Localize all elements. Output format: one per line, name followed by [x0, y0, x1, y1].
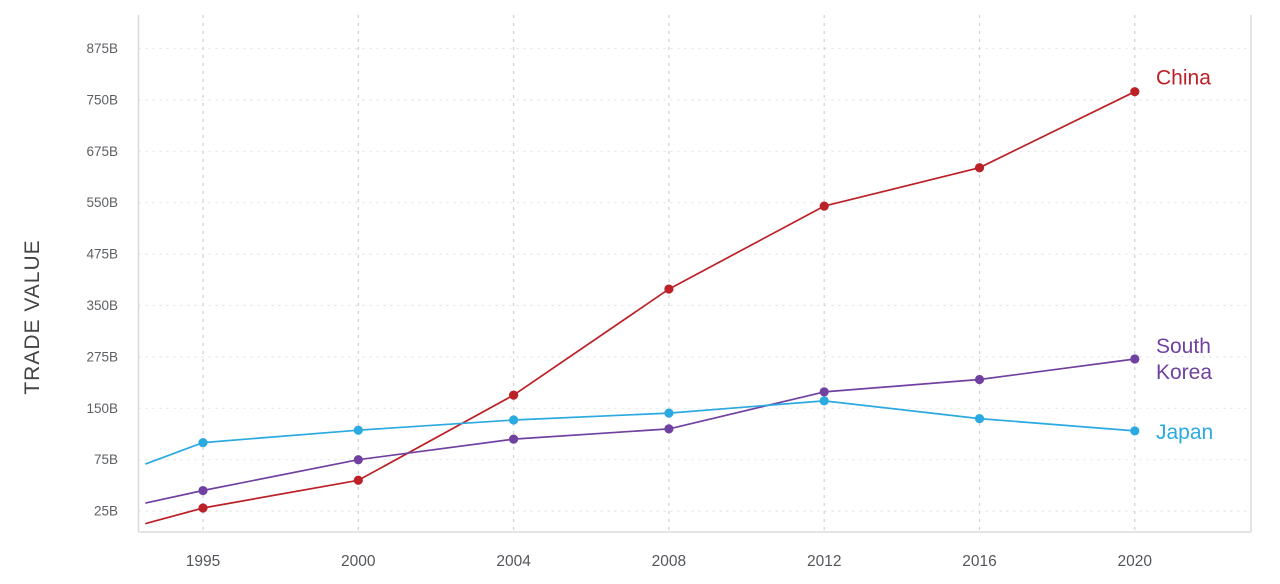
data-point-japan [819, 396, 829, 406]
data-point-china [353, 475, 363, 485]
data-point-south-korea [819, 387, 829, 397]
data-point-china [664, 284, 674, 294]
data-point-china [974, 163, 985, 173]
series-label-japan: Japan [1156, 421, 1213, 444]
y-axis-title: TRADE VALUE [21, 239, 44, 395]
data-point-china [198, 503, 208, 513]
x-tick-label: 2004 [496, 553, 531, 570]
data-point-china [819, 201, 829, 211]
y-tick-label: 550B [86, 195, 118, 210]
data-point-japan [1130, 426, 1140, 436]
x-tick-label: 2008 [652, 553, 686, 570]
y-tick-label: 75B [94, 452, 118, 467]
y-tick-label: 475B [86, 247, 118, 262]
y-tick-label: 750B [86, 92, 118, 107]
x-tick-label: 1995 [186, 553, 220, 570]
data-point-south-korea [974, 374, 985, 385]
data-point-south-korea [664, 424, 674, 434]
data-point-japan [664, 408, 674, 418]
data-point-japan [198, 437, 208, 448]
x-tick-label: 2020 [1118, 553, 1153, 570]
x-tick-label: 2016 [962, 553, 996, 570]
data-point-japan [508, 415, 519, 425]
series-line-china [145, 90, 1136, 525]
data-point-south-korea [508, 434, 519, 444]
series-line-south-korea [145, 358, 1136, 504]
data-point-south-korea [1130, 354, 1140, 364]
y-tick-label: 275B [86, 349, 118, 364]
y-tick-label: 675B [86, 144, 118, 159]
y-tick-label: 875B [86, 41, 118, 56]
y-tick-label: 150B [86, 401, 118, 416]
y-tick-label: 350B [86, 298, 118, 313]
x-tick-label: 2012 [807, 553, 841, 570]
series-label-south-korea: South Korea [1156, 335, 1212, 384]
data-point-china [1130, 87, 1140, 97]
series-line-japan [145, 400, 1136, 465]
data-point-south-korea [198, 485, 208, 496]
data-point-china [508, 390, 519, 400]
y-tick-label: 25B [94, 504, 118, 519]
series-label-china: China [1156, 67, 1211, 90]
data-point-japan [974, 413, 985, 424]
data-point-japan [353, 425, 363, 435]
data-point-south-korea [353, 455, 363, 465]
x-tick-label: 2000 [341, 553, 376, 570]
